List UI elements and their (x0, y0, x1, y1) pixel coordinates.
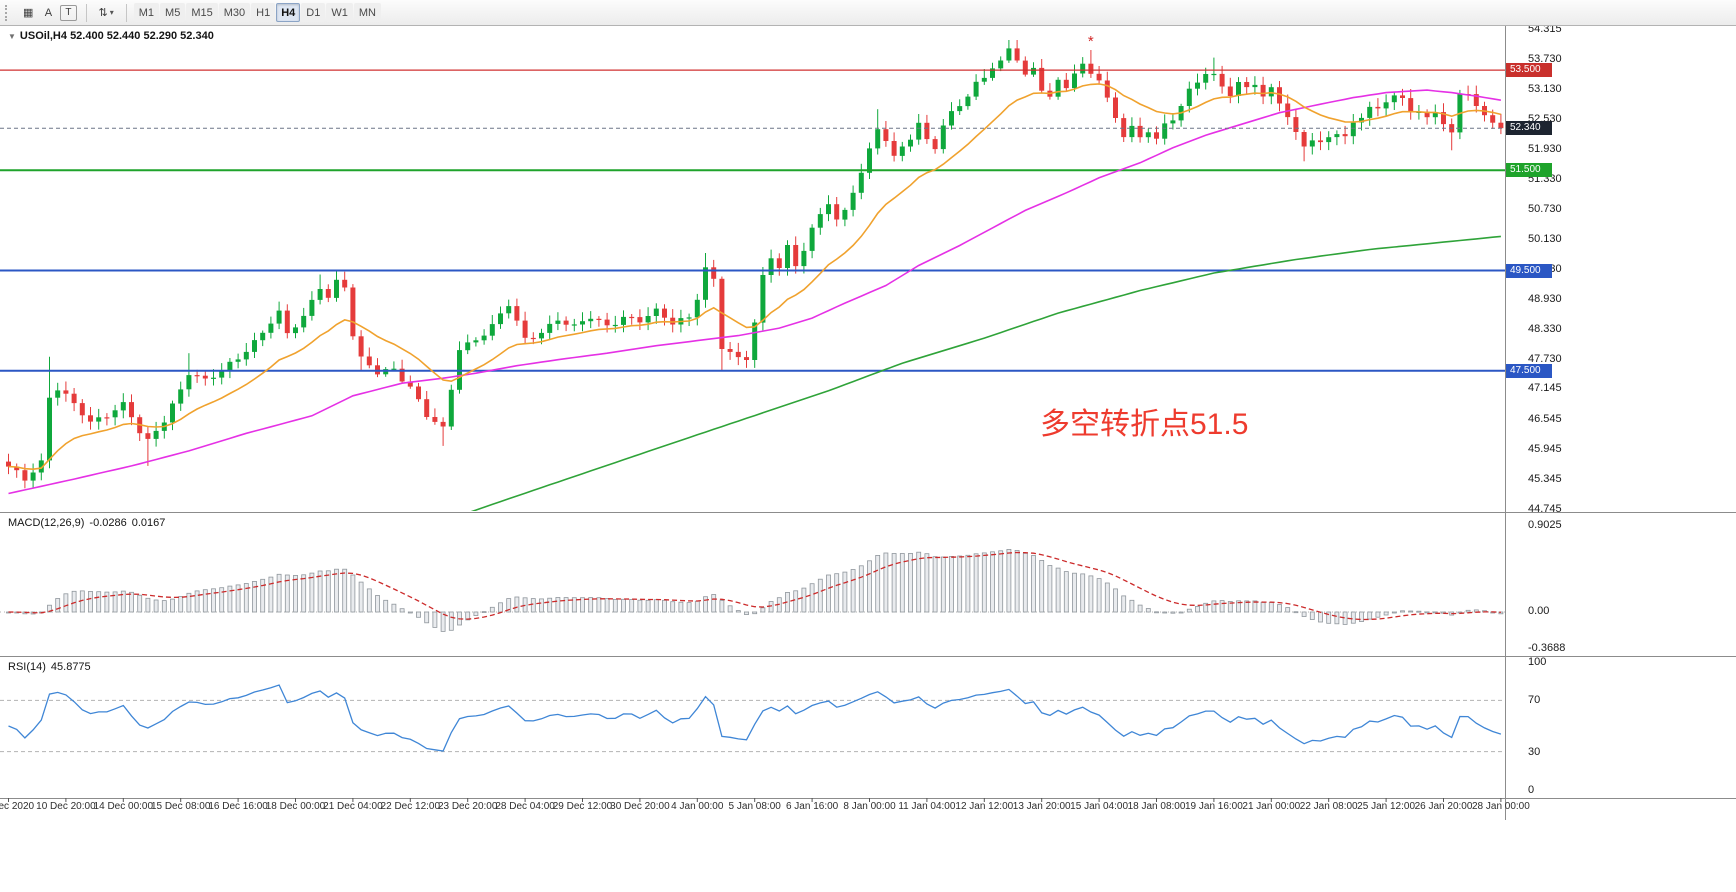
price-axis-label: 45.345 (1528, 472, 1562, 485)
time-axis-label: 15 Dec 08:00 (150, 801, 211, 812)
time-axis-label: 21 Dec 04:00 (323, 801, 383, 812)
time-axis-label: 10 Dec 20:00 (36, 801, 96, 812)
timeframe-button-D1[interactable]: D1 (301, 3, 326, 22)
time-axis-label: 18 Dec 00:00 (265, 801, 326, 812)
macd-panel (0, 549, 1505, 632)
price-axis-label: 53.130 (1528, 82, 1562, 95)
time-axis-label: 18 Jan 08:00 (1127, 801, 1186, 812)
time-axis-label: 5 Jan 08:00 (728, 801, 781, 812)
price-panel: * (0, 33, 1505, 511)
timeframe-button-M15[interactable]: M15 (186, 3, 218, 22)
price-axis-label: 46.545 (1528, 412, 1562, 425)
rsi-axis-label: 100 (1528, 656, 1547, 668)
price-axis-label: 50.730 (1528, 202, 1562, 215)
rsi-axis-label: 0 (1528, 784, 1535, 796)
timeframe-button-H1[interactable]: H1 (251, 3, 276, 22)
rsi-label: RSI(14) 45.8775 (8, 661, 91, 673)
macd-signal-line (8, 551, 1501, 621)
toolbar-icon-group: ▦ A T (18, 3, 79, 23)
timeframe-button-W1[interactable]: W1 (326, 3, 353, 22)
time-axis-label: 4 Jan 00:00 (671, 801, 724, 812)
time-axis-label: 28 Jan 00:00 (1471, 801, 1530, 812)
price-level-badge: 49.500 (1506, 263, 1552, 278)
timeframe-button-M1[interactable]: M1 (133, 3, 160, 22)
time-axis-label: 16 Dec 16:00 (208, 801, 268, 812)
time-axis-label: 22 Dec 12:00 (380, 801, 441, 812)
time-axis-label: 12 Jan 12:00 (955, 801, 1014, 812)
symbol-period-label: USOil,H4 (19, 30, 67, 42)
time-axis-label: 6 Jan 16:00 (785, 801, 839, 812)
timeframe-button-H4[interactable]: H4 (276, 3, 301, 22)
mid-ma-line (8, 89, 1502, 495)
fast-ma-line (8, 83, 1502, 471)
time-axis-label: 23 Dec 20:00 (437, 801, 498, 812)
timeframe-button-MN[interactable]: MN (353, 3, 381, 22)
price-axis-label: 48.330 (1528, 323, 1562, 336)
time-axis-label: 29 Dec 12:00 (552, 801, 613, 812)
time-axis-label: 15 Jan 04:00 (1070, 801, 1129, 812)
text-label-t-button[interactable]: T (60, 4, 77, 21)
price-axis-label: 47.730 (1528, 353, 1562, 366)
time-axis-label: 14 Dec 00:00 (93, 801, 154, 812)
time-axis-label: 19 Jan 16:00 (1184, 801, 1243, 812)
rsi-name: RSI(14) (8, 661, 46, 673)
toolbar-separator (85, 3, 87, 22)
rsi-axis-label: 70 (1528, 694, 1541, 707)
time-axis-label: 11 Jan 04:00 (898, 801, 956, 812)
time-axis-label: 26 Jan 20:00 (1414, 801, 1473, 812)
toolbar-separator (125, 3, 127, 22)
macd-main-value: -0.0286 (89, 517, 127, 529)
rsi-value: 45.8775 (50, 661, 91, 673)
top-toolbar: ▦ A T ⇅ ▾ M1 M5 M15 M30 H1 H4 D1 W1 MN (0, 0, 1736, 26)
swap-arrows-button[interactable]: ⇅ ▾ (94, 3, 119, 23)
ohlc-values: 52.400 52.440 52.290 52.340 (70, 30, 214, 42)
collapse-triangle-icon[interactable]: ▼ (8, 32, 16, 41)
macd-axis-label: 0.00 (1528, 605, 1550, 617)
price-axis-label: 47.145 (1528, 382, 1562, 395)
time-axis-label: 13 Jan 20:00 (1012, 801, 1071, 812)
time-axis-label: 9 Dec 2020 (0, 801, 35, 812)
swap-arrows-icon: ⇅ (98, 7, 108, 19)
toolbar-drag-handle[interactable] (5, 4, 12, 21)
time-axis-label: 8 Jan 00:00 (843, 801, 896, 812)
price-axis-label: 54.315 (1528, 23, 1562, 36)
price-axis-label: 48.930 (1528, 293, 1562, 306)
slow-ma-line (470, 235, 1501, 511)
timeframe-toolbar: M1 M5 M15 M30 H1 H4 D1 W1 MN (133, 3, 381, 22)
rsi-axis-label: 30 (1528, 745, 1541, 758)
macd-axis-label: -0.3688 (1528, 642, 1566, 654)
time-axis-label: 21 Jan 00:00 (1242, 801, 1301, 812)
price-axis-label: 53.730 (1528, 52, 1562, 65)
price-level-badge: 53.500 (1506, 63, 1552, 78)
price-axis-label: 45.945 (1528, 442, 1562, 455)
rsi-panel (0, 684, 1505, 753)
rsi-line (8, 684, 1502, 752)
price-axis-label: 44.745 (1528, 502, 1562, 515)
time-axis-label: 22 Jan 08:00 (1299, 801, 1358, 812)
annotate-a-button[interactable]: A (38, 3, 58, 23)
price-level-badge: 52.340 (1506, 121, 1552, 136)
timeframe-button-M30[interactable]: M30 (218, 3, 251, 22)
chart-title: ▼ USOil,H4 52.400 52.440 52.290 52.340 (8, 30, 214, 42)
peak-marker: * (1088, 33, 1094, 50)
chart-grid-icon[interactable]: ▦ (18, 3, 38, 23)
macd-signal-value: 0.0167 (131, 517, 166, 529)
time-axis-label: 30 Dec 20:00 (610, 801, 670, 812)
price-level-badge: 47.500 (1506, 363, 1552, 378)
time-axis-label: 28 Dec 04:00 (495, 801, 555, 812)
macd-name: MACD(12,26,9) (8, 517, 85, 529)
timeframe-button-M5[interactable]: M5 (160, 3, 186, 22)
time-axis-label: 25 Jan 12:00 (1357, 801, 1416, 812)
turning-point-annotation: 多空转折点51.5 (1040, 408, 1249, 441)
price-axis-label: 51.930 (1528, 142, 1562, 155)
macd-axis-label: 0.9025 (1528, 519, 1562, 531)
dropdown-caret-icon: ▾ (109, 8, 114, 17)
price-level-badge: 51.500 (1506, 163, 1552, 178)
price-axis-label: 50.130 (1528, 232, 1562, 245)
macd-label: MACD(12,26,9) -0.0286 0.0167 (8, 517, 165, 529)
